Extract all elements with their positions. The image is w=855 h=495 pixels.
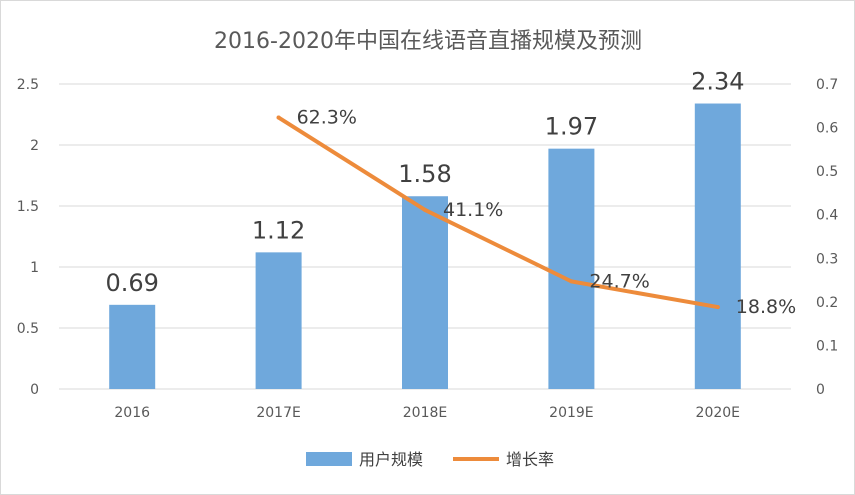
y-right-tick-label: 0.2 xyxy=(816,295,838,311)
line-data-label: 18.8% xyxy=(736,296,796,318)
legend-swatch-bar xyxy=(306,452,352,466)
bar xyxy=(255,252,302,389)
bar-data-label: 0.69 xyxy=(105,269,158,297)
chart-title: 2016-2020年中国在线语音直播规模及预测 xyxy=(214,29,642,54)
y-right-tick-label: 0.1 xyxy=(816,338,838,354)
y-right-tick-label: 0 xyxy=(816,382,825,398)
x-tick-label: 2020E xyxy=(696,405,740,421)
y-right-tick-label: 0.3 xyxy=(816,251,838,267)
line-point xyxy=(569,279,574,284)
bar xyxy=(109,304,156,389)
y-right-tick-label: 0.4 xyxy=(816,208,838,224)
bar-series: 0.69 1.12 1.58 1.97 2.34 xyxy=(105,68,745,390)
y-left-tick-label: 1 xyxy=(30,260,39,276)
y-right-tick-label: 0.6 xyxy=(816,121,838,137)
legend-label-bar: 用户规模 xyxy=(359,450,423,469)
bar-data-label: 1.97 xyxy=(545,113,598,141)
line-point xyxy=(423,207,427,212)
legend: 用户规模 增长率 xyxy=(306,450,554,469)
line-data-label: 41.1% xyxy=(443,199,503,221)
y-right-tick-label: 0.7 xyxy=(816,77,838,93)
x-tick-label: 2019E xyxy=(549,405,593,421)
x-tick-label: 2017E xyxy=(256,405,300,421)
bar xyxy=(402,196,448,389)
axis-labels: 0 0.5 1 1.5 2 2.5 0 0.1 0.2 0.3 0.4 0.5 0.6 0.7 2016 20… xyxy=(17,77,839,421)
bar-data-label: 1.12 xyxy=(252,216,305,244)
y-left-tick-label: 2 xyxy=(30,138,39,154)
legend-label-line: 增长率 xyxy=(506,450,554,469)
y-left-tick-label: 0.5 xyxy=(17,321,39,337)
bar-data-label: 2.34 xyxy=(691,68,744,96)
line-series: 62.3% 41.1% 24.7% 18.8% xyxy=(276,107,796,318)
line-data-label: 24.7% xyxy=(589,270,649,292)
bar xyxy=(694,103,741,390)
y-left-tick-label: 2.5 xyxy=(17,77,39,93)
line-data-label: 62.3% xyxy=(297,107,357,129)
x-tick-label: 2018E xyxy=(403,405,447,421)
growth-rate-line xyxy=(276,115,720,310)
line-point xyxy=(276,115,281,120)
x-tick-label: 2016 xyxy=(114,405,150,421)
y-left-tick-label: 0 xyxy=(30,382,39,398)
bar-data-label: 1.58 xyxy=(398,160,451,188)
bar xyxy=(548,148,595,389)
y-left-tick-label: 1.5 xyxy=(17,199,39,215)
y-right-tick-label: 0.5 xyxy=(816,164,838,180)
line-point xyxy=(715,305,720,310)
